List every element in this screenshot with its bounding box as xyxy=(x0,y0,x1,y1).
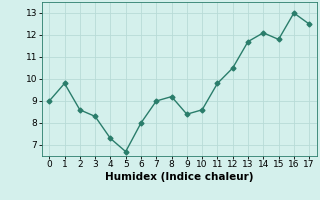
X-axis label: Humidex (Indice chaleur): Humidex (Indice chaleur) xyxy=(105,172,253,182)
